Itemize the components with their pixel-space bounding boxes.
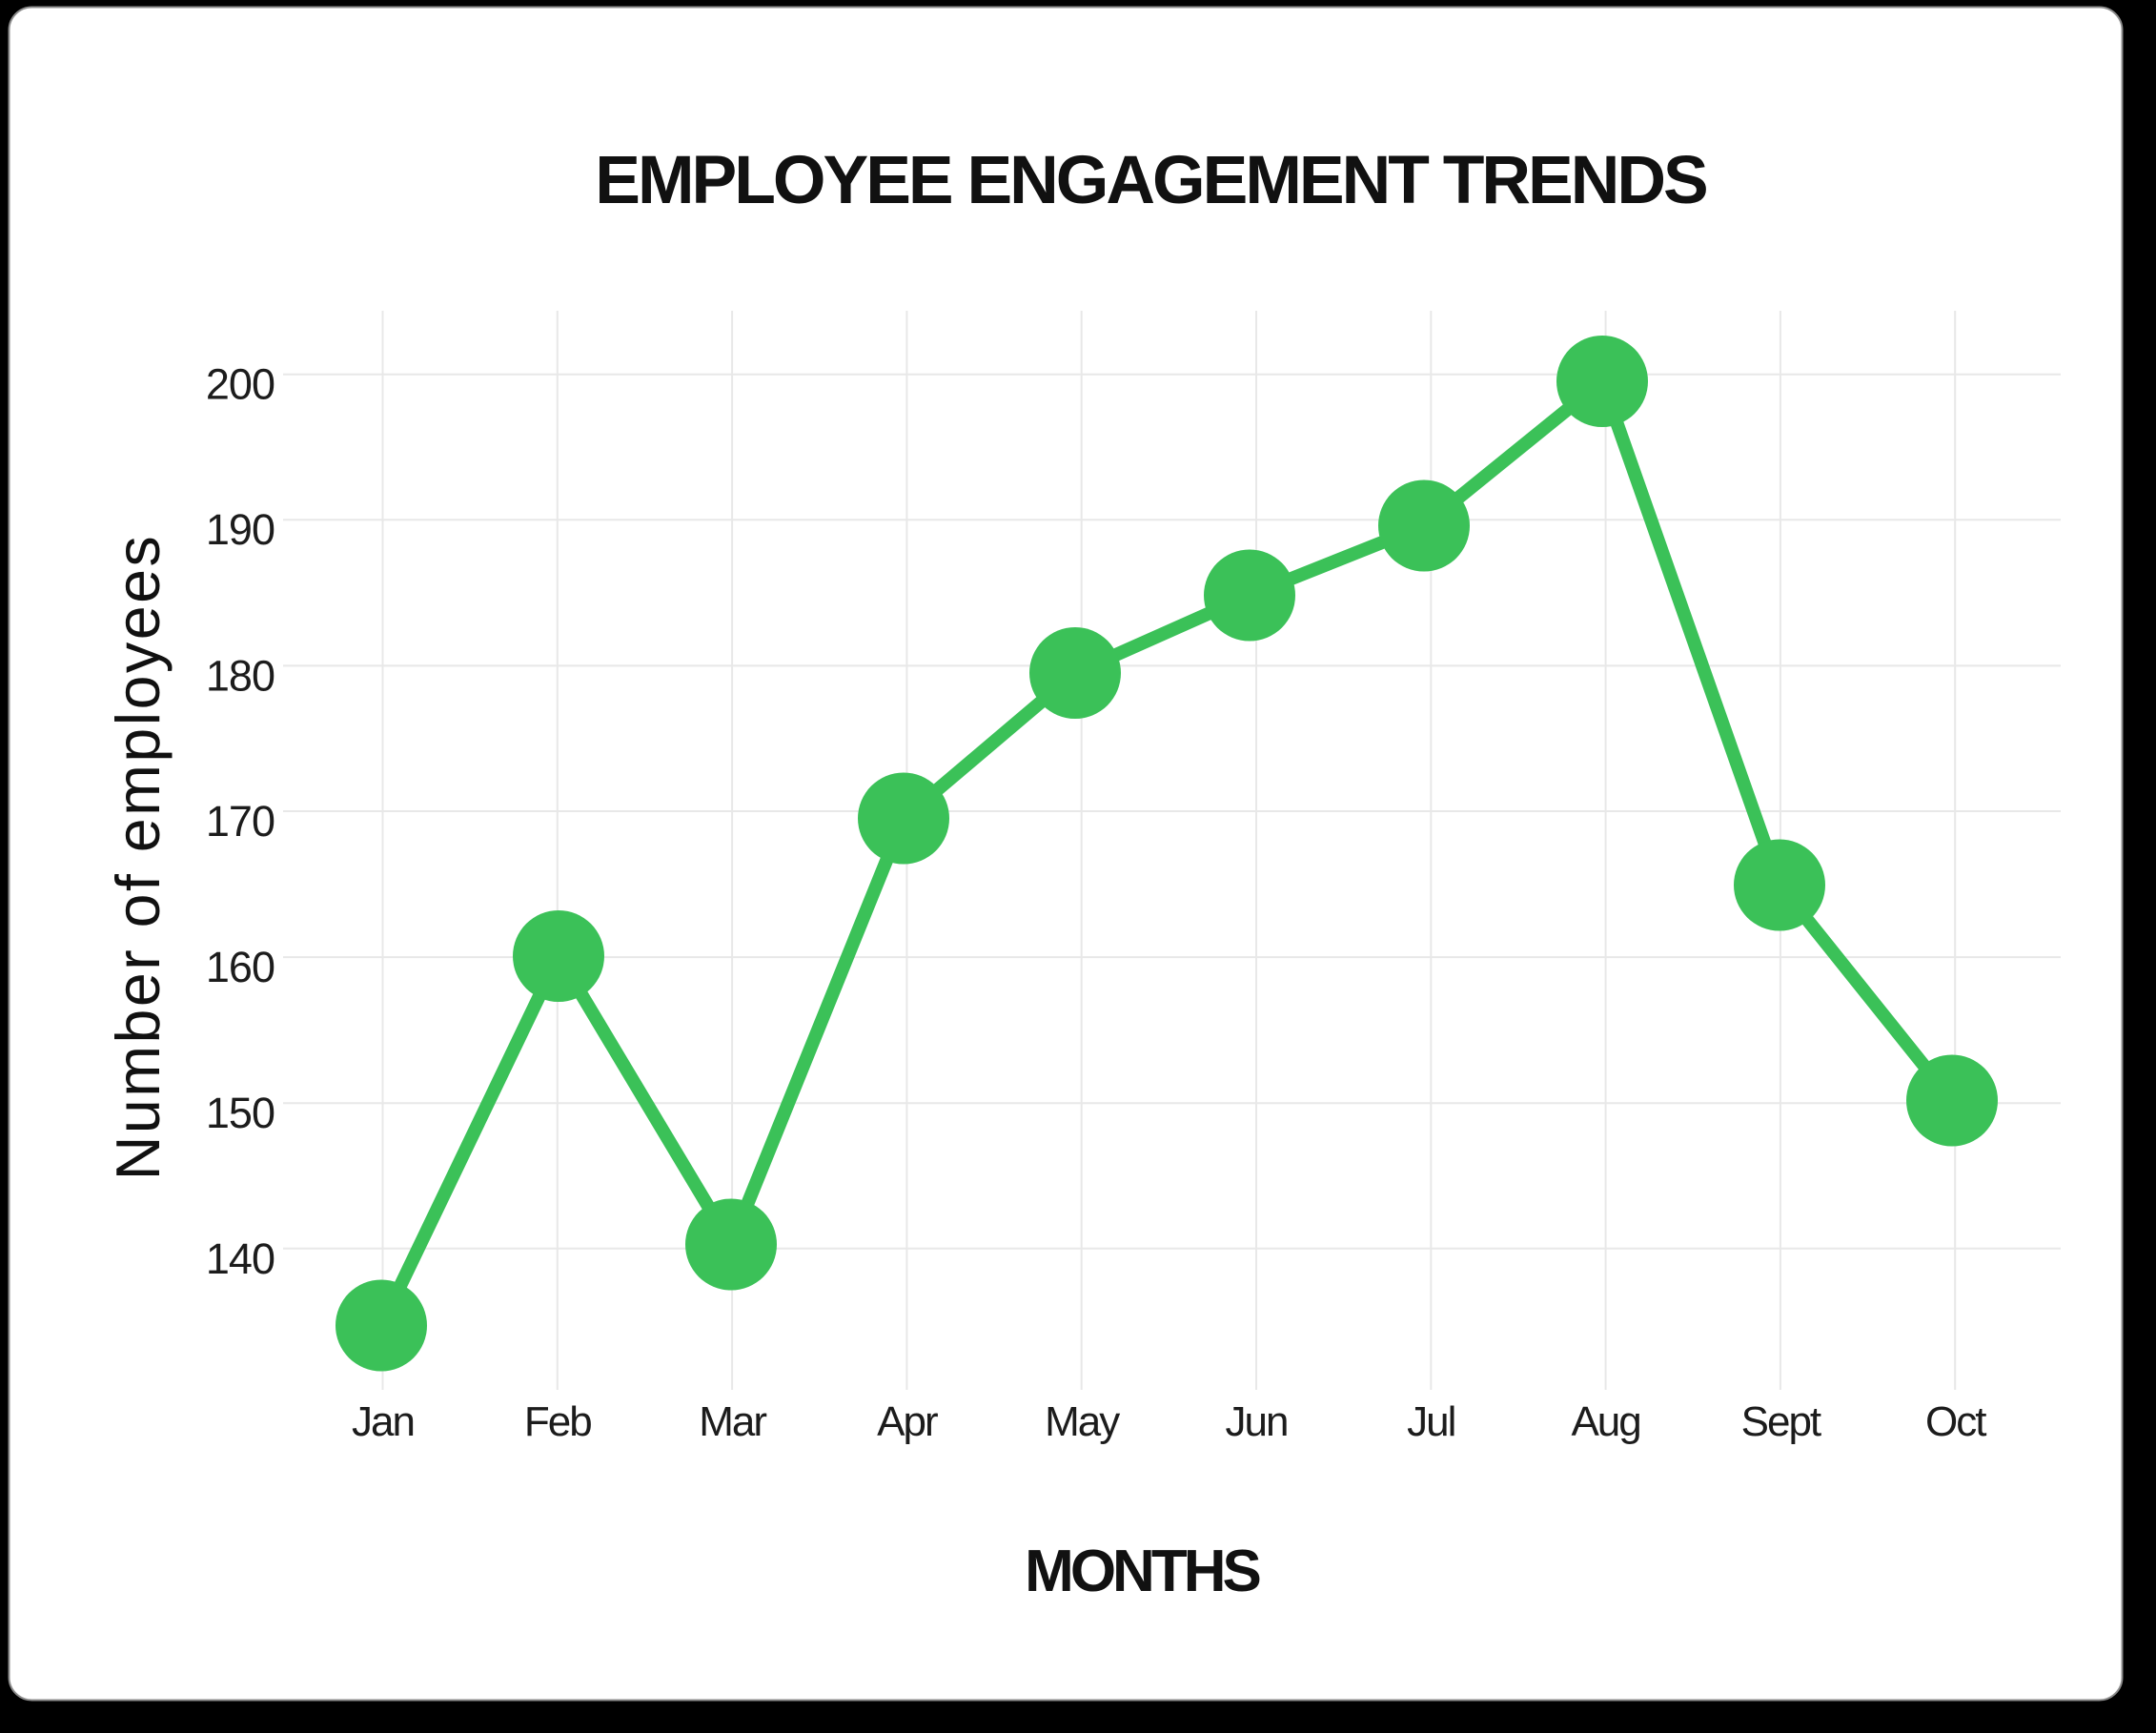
svg-text:MONTHS: MONTHS [1025,1539,1259,1604]
svg-text:Number of employees: Number of employees [104,534,173,1180]
svg-text:Aug: Aug [1571,1398,1639,1445]
svg-text:190: 190 [206,505,275,554]
svg-text:170: 170 [206,797,275,846]
svg-text:140: 140 [206,1234,275,1283]
svg-text:150: 150 [206,1089,275,1137]
svg-text:Oct: Oct [1925,1398,1986,1445]
svg-text:EMPLOYEE ENGAGEMENT TRENDS: EMPLOYEE ENGAGEMENT TRENDS [595,142,1706,218]
svg-text:May: May [1045,1398,1120,1445]
svg-text:Jun: Jun [1226,1398,1288,1445]
svg-text:Mar: Mar [699,1398,766,1445]
svg-text:Jul: Jul [1407,1398,1454,1445]
svg-text:Jan: Jan [352,1398,414,1445]
svg-text:Feb: Feb [524,1398,591,1445]
svg-text:200: 200 [206,360,275,409]
svg-text:180: 180 [206,651,275,700]
svg-text:Apr: Apr [877,1398,938,1445]
svg-text:Sept: Sept [1741,1398,1821,1445]
svg-text:160: 160 [206,943,275,991]
